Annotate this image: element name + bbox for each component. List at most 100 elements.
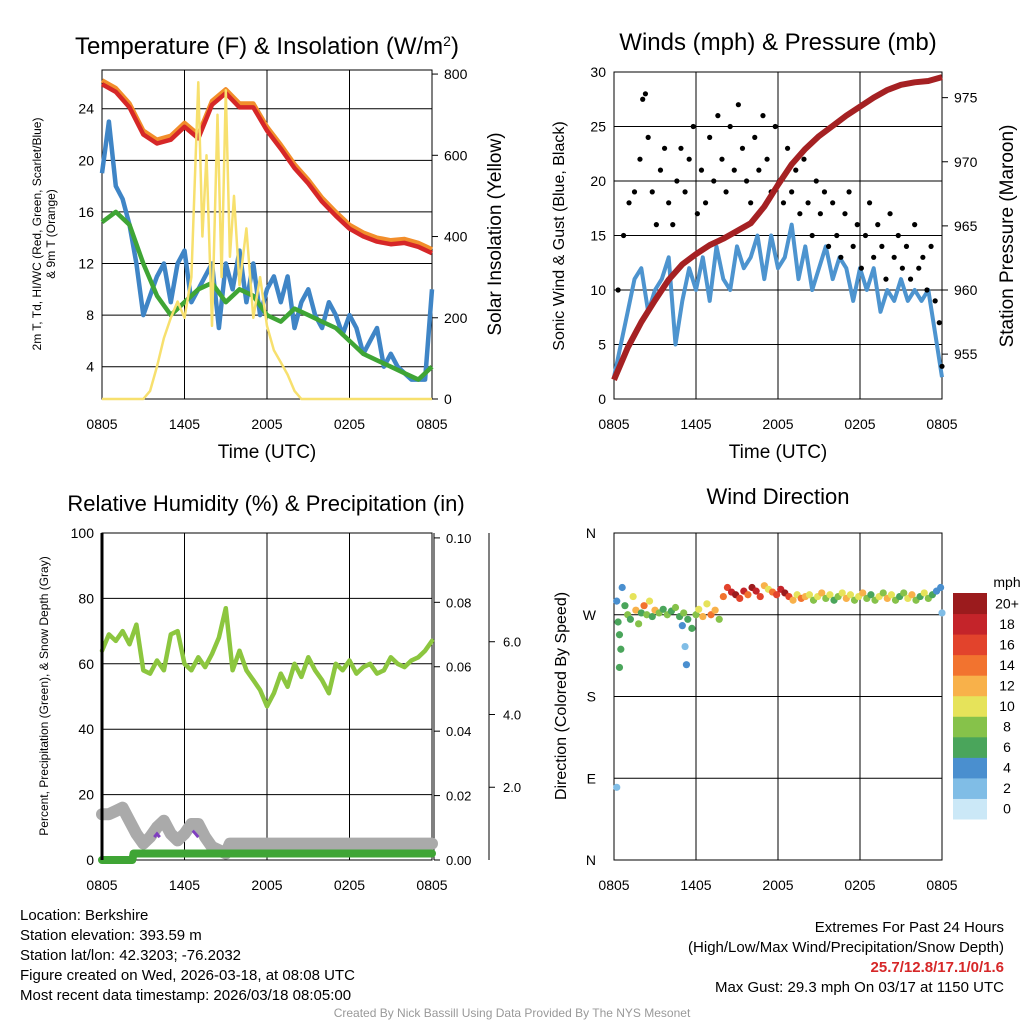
rh-xtick-label: 0805 bbox=[416, 877, 447, 893]
temp-ytick-label: 4 bbox=[86, 359, 94, 375]
wind-gust-point bbox=[657, 167, 664, 173]
dir-point bbox=[640, 602, 648, 610]
dir-legend-label: 12 bbox=[999, 677, 1015, 693]
dir-point bbox=[648, 612, 656, 621]
rh-xtick-label: 2005 bbox=[251, 877, 282, 893]
wind-gust-point bbox=[653, 222, 659, 228]
dir-point bbox=[887, 591, 896, 599]
wind-gust-point bbox=[752, 134, 758, 140]
wind-gust-point bbox=[760, 113, 766, 119]
dir-point bbox=[637, 609, 645, 617]
wind-gust-point bbox=[670, 222, 676, 228]
rh-ytick-label: 40 bbox=[78, 721, 94, 737]
extremes-values: 25.7/12.8/17.1/0/1.6 bbox=[870, 959, 1004, 976]
wind-y2axis-label: Station Pressure (Maroon) bbox=[997, 125, 1018, 348]
dir-point bbox=[632, 606, 640, 614]
temp-series-wind-chill bbox=[99, 119, 435, 382]
dir-legend-swatch bbox=[953, 613, 987, 635]
rh-series-relative-humidity bbox=[99, 605, 435, 709]
dir-legend-swatch bbox=[953, 777, 987, 799]
wind-gust-point bbox=[690, 123, 696, 130]
wind-gust-point bbox=[620, 232, 627, 239]
wind-gust-point bbox=[764, 156, 770, 162]
dir-point bbox=[629, 592, 637, 601]
wind-y2tick-label: 965 bbox=[954, 218, 978, 234]
wind-gust-point bbox=[924, 287, 930, 293]
wind-gust-point bbox=[642, 91, 649, 97]
wind-gust-point bbox=[879, 243, 885, 249]
wind-y2tick-label: 975 bbox=[954, 90, 978, 106]
wind-xtick-label: 0205 bbox=[844, 416, 875, 432]
dir-point bbox=[752, 587, 760, 595]
wind-gust-point bbox=[694, 211, 700, 217]
dir-point bbox=[615, 663, 624, 672]
wind-gust-point bbox=[727, 123, 733, 130]
dir-legend-label: 8 bbox=[1003, 719, 1011, 735]
temp-xtick-label: 0805 bbox=[86, 416, 117, 432]
wind-gust-point bbox=[883, 276, 889, 282]
dir-legend-swatch bbox=[953, 634, 987, 656]
dir-point bbox=[626, 615, 635, 623]
wind-gust-point bbox=[801, 156, 807, 162]
wind-gust-point bbox=[854, 222, 860, 228]
wind-gust-point bbox=[805, 200, 811, 206]
temp-y2tick-label: 600 bbox=[444, 147, 468, 163]
temp-yaxis-label: 2m T, Td, HI/WC (Red, Green, Scarlet/Blu… bbox=[30, 118, 44, 351]
wind-gust-point bbox=[784, 145, 791, 151]
rh-ytick-label: 60 bbox=[78, 656, 94, 672]
temp-xaxis-label: Time (UTC) bbox=[218, 442, 317, 463]
rh-precip-mark bbox=[153, 831, 161, 839]
dir-point bbox=[773, 591, 781, 599]
rh-y2tick-label: 0.04 bbox=[446, 724, 471, 739]
wind-gust-point bbox=[895, 232, 901, 239]
dir-legend-swatch bbox=[953, 695, 987, 717]
dir-legend-label: 2 bbox=[1003, 780, 1011, 796]
credit-line: Created By Nick Bassill Using Data Provi… bbox=[333, 1006, 691, 1020]
dir-legend-label: 10 bbox=[999, 698, 1015, 714]
wind-gust-point bbox=[756, 167, 762, 173]
wind-gust-point bbox=[637, 156, 643, 162]
rh-yaxis-label: Percent, Precipitation (Green), & Snow D… bbox=[37, 556, 51, 835]
dir-point bbox=[744, 591, 752, 599]
dir-ytick-label: N bbox=[586, 852, 596, 868]
dir-point bbox=[695, 605, 703, 613]
wind-gust-point bbox=[731, 167, 737, 173]
dir-legend-label: 14 bbox=[999, 657, 1015, 673]
dir-legend-label: 18 bbox=[999, 616, 1015, 632]
dir-ytick-label: N bbox=[586, 525, 596, 541]
wind-xaxis-label: Time (UTC) bbox=[729, 442, 828, 463]
wind-gust-point bbox=[666, 200, 672, 206]
dir-legend-swatch bbox=[953, 798, 987, 820]
wind-chart-title: Winds (mph) & Pressure (mb) bbox=[619, 29, 936, 56]
dir-point bbox=[681, 642, 689, 651]
dir-plot-frame bbox=[613, 532, 943, 861]
wind-gust-point bbox=[626, 200, 632, 206]
wind-gust-point bbox=[866, 200, 873, 206]
temp-xtick-label: 2005 bbox=[251, 416, 282, 432]
wind-gust-point bbox=[780, 200, 787, 206]
wind-gust-point bbox=[686, 156, 692, 162]
wind-gust-point bbox=[903, 243, 910, 249]
wind-gust-point bbox=[661, 145, 668, 151]
wind-gust-point bbox=[649, 189, 655, 195]
wind-gust-point bbox=[932, 298, 938, 304]
rh-xtick-label: 1405 bbox=[169, 877, 200, 893]
wind-gust-point bbox=[916, 265, 922, 271]
dir-point bbox=[684, 615, 692, 623]
rh-ytick-label: 20 bbox=[78, 787, 94, 803]
dir-legend-swatch bbox=[953, 654, 987, 676]
extremes-heading: Extremes For Past 24 Hours bbox=[814, 919, 1004, 936]
temp-xtick-label: 0805 bbox=[416, 416, 447, 432]
extremes-subheading: (High/Low/Max Wind/Precipitation/Snow De… bbox=[688, 939, 1004, 956]
temp-yaxis-label-2: & 9m T (Orange) bbox=[44, 189, 58, 279]
rh-y2tick-label: 0.02 bbox=[446, 789, 471, 804]
temp-y2tick-label: 400 bbox=[444, 229, 468, 245]
max-gust: Max Gust: 29.3 mph On 03/17 at 1150 UTC bbox=[714, 979, 1004, 996]
dir-point bbox=[937, 583, 945, 592]
wind-gust-point bbox=[928, 243, 934, 249]
wind-gust-point bbox=[674, 178, 680, 184]
rh-y2tick-label: 0.06 bbox=[446, 660, 471, 675]
wind-ytick-label: 5 bbox=[598, 337, 606, 353]
dir-point bbox=[920, 589, 928, 597]
wind-gust-point bbox=[842, 211, 848, 217]
